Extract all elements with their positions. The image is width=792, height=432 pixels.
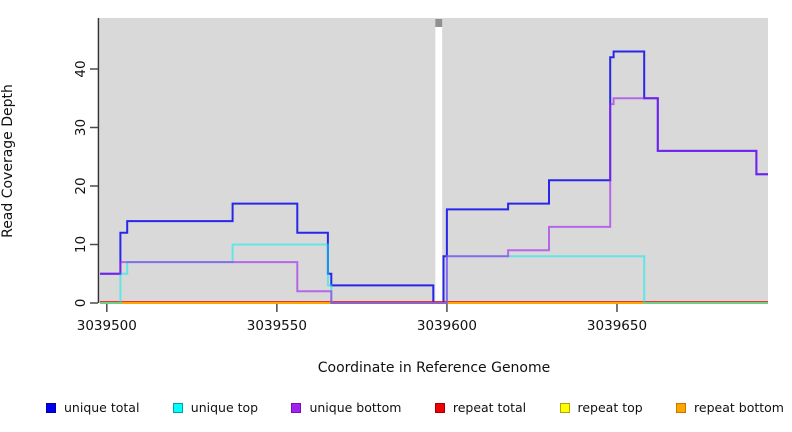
legend-label: unique total bbox=[64, 400, 140, 415]
x-axis-title: Coordinate in Reference Genome bbox=[317, 360, 551, 376]
legend-swatch-unique-bottom bbox=[291, 402, 302, 413]
series-line-unique-total bbox=[100, 50, 768, 304]
x-tick-label: 3039500 bbox=[77, 318, 137, 334]
legend: unique total unique top unique bottom repea… bbox=[46, 400, 784, 415]
legend-swatch-unique-top bbox=[172, 402, 183, 413]
y-tick-label: 10 bbox=[73, 236, 89, 253]
legend-label: unique bottom bbox=[309, 400, 402, 415]
legend-label: repeat total bbox=[452, 400, 527, 415]
legend-label: unique top bbox=[190, 400, 259, 415]
x-tick-label: 3039550 bbox=[247, 318, 307, 334]
legend-item-repeat-total: repeat total bbox=[434, 400, 527, 415]
y-tick-label: 20 bbox=[73, 177, 89, 194]
x-tick-label: 3039600 bbox=[417, 318, 477, 334]
legend-item-repeat-top: repeat top bbox=[559, 400, 643, 415]
legend-swatch-repeat-bottom bbox=[676, 402, 687, 413]
series-line-unique-bottom bbox=[100, 97, 768, 304]
series-line-unique-top bbox=[100, 243, 768, 304]
y-tick-label: 40 bbox=[73, 60, 89, 77]
legend-item-unique-total: unique total bbox=[46, 400, 139, 415]
legend-label: repeat bottom bbox=[694, 400, 784, 415]
legend-swatch-repeat-total bbox=[434, 402, 445, 413]
legend-label: repeat top bbox=[577, 400, 643, 415]
plot-background bbox=[100, 18, 768, 303]
legend-swatch-repeat-top bbox=[559, 402, 570, 413]
coverage-gap-strip bbox=[435, 27, 443, 301]
coverage-gap-cap bbox=[435, 19, 443, 27]
legend-swatch-unique-total bbox=[46, 402, 56, 413]
legend-item-unique-top: unique top bbox=[172, 400, 259, 415]
y-tick-label: 30 bbox=[73, 119, 89, 136]
legend-item-unique-bottom: unique bottom bbox=[291, 400, 402, 415]
x-tick-label: 3039650 bbox=[587, 318, 647, 334]
legend-item-repeat-bottom: repeat bottom bbox=[676, 400, 784, 415]
y-axis-title: Read Coverage Depth bbox=[0, 84, 16, 238]
y-tick-label: 0 bbox=[73, 299, 89, 308]
